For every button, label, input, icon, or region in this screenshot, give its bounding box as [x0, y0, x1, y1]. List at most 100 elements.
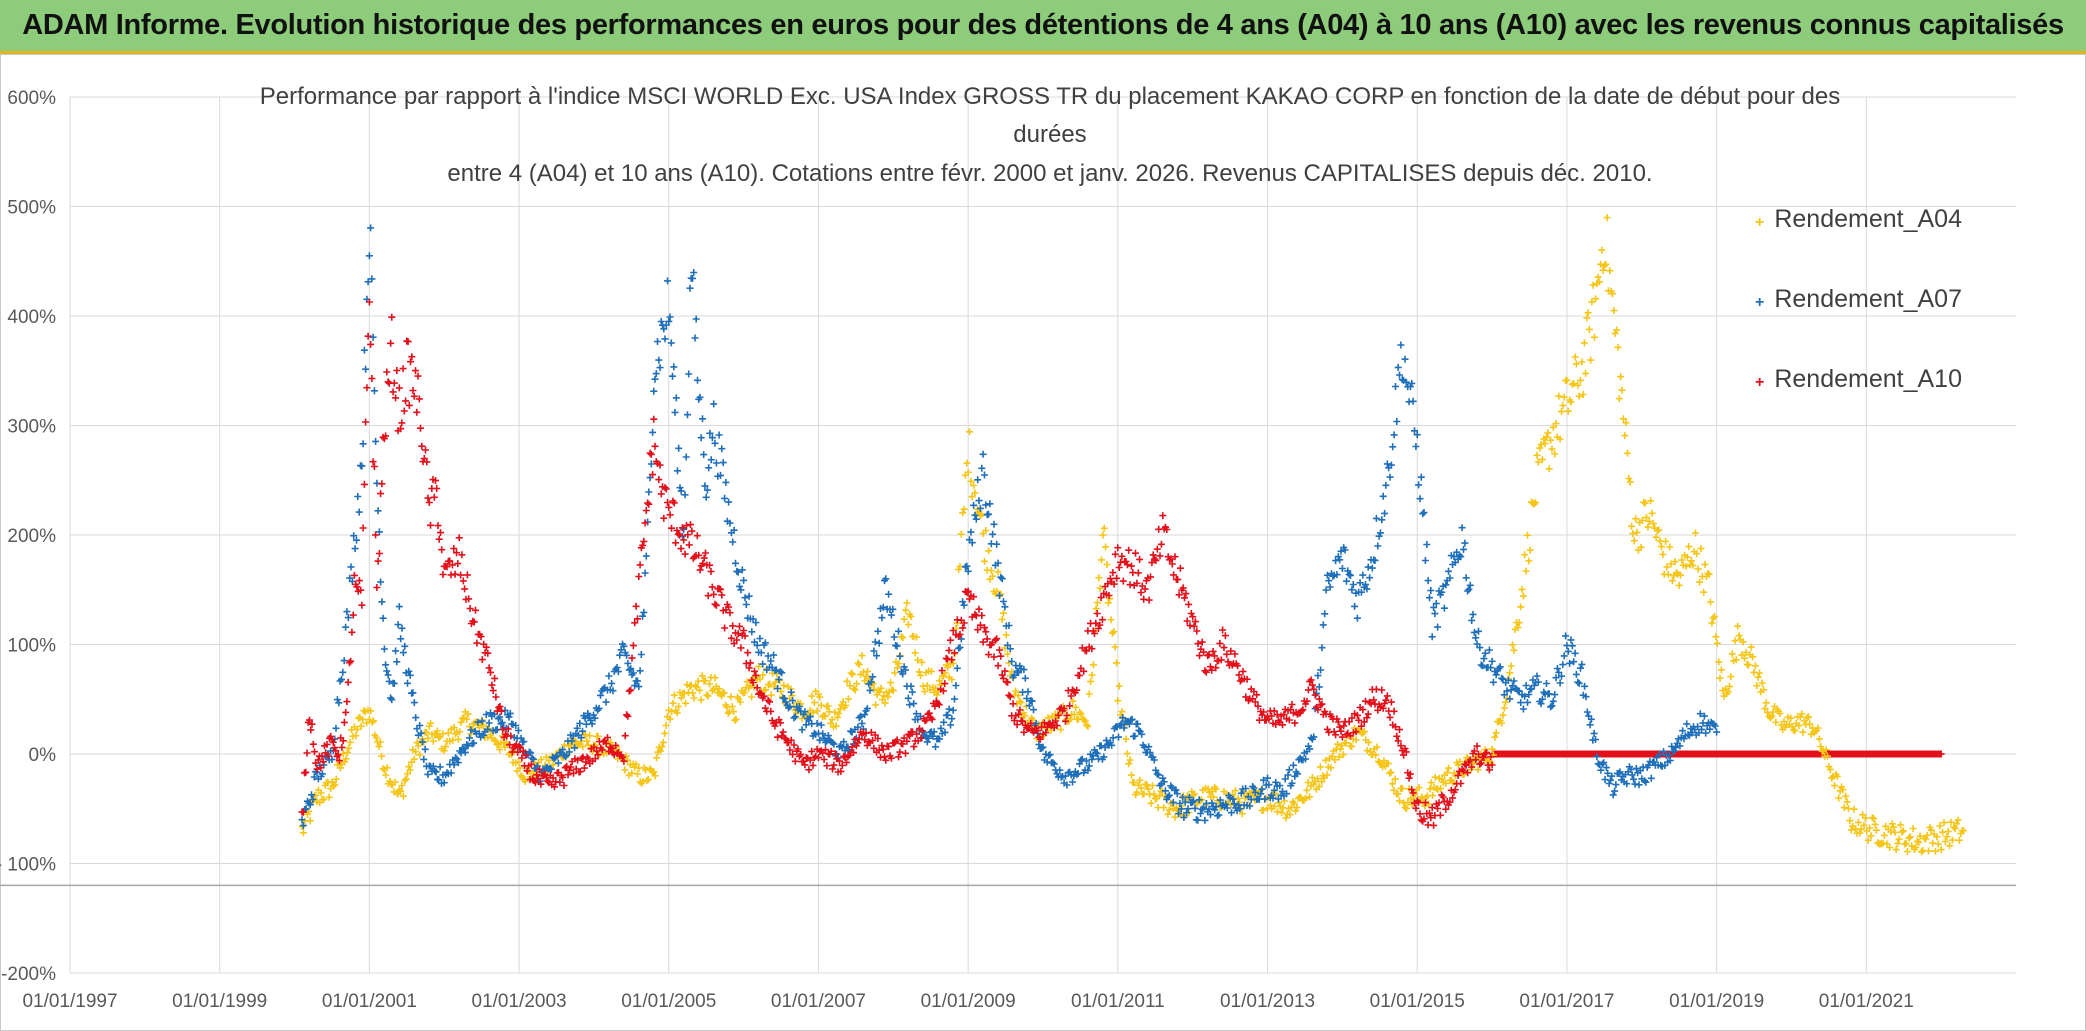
- point-rendement-a10: [985, 651, 993, 659]
- point-rendement-a07: [634, 677, 641, 685]
- point-rendement-a04: [1426, 785, 1434, 793]
- point-rendement-a07: [395, 603, 403, 611]
- point-rendement-a04: [854, 659, 862, 667]
- point-rendement-a07: [1428, 633, 1436, 641]
- point-rendement-a10: [704, 592, 712, 600]
- point-rendement-a04: [1524, 531, 1531, 539]
- point-rendement-a07: [1510, 677, 1518, 685]
- point-rendement-a10: [1054, 711, 1062, 719]
- point-rendement-a04: [1866, 824, 1874, 832]
- point-rendement-a07: [1348, 586, 1356, 594]
- point-rendement-a04: [1533, 451, 1541, 459]
- point-rendement-a07: [902, 666, 909, 674]
- point-rendement-a10: [1352, 728, 1360, 736]
- point-rendement-a10: [344, 678, 352, 686]
- point-rendement-a10: [323, 740, 331, 748]
- point-rendement-a04: [298, 823, 306, 830]
- point-rendement-a07: [660, 325, 668, 333]
- point-rendement-a04: [1445, 764, 1453, 772]
- point-rendement-a10: [779, 728, 787, 736]
- point-rendement-a04: [582, 731, 589, 739]
- point-rendement-a04: [423, 728, 430, 736]
- point-rendement-a07: [378, 598, 386, 606]
- point-rendement-a04: [1534, 458, 1542, 466]
- point-rendement-a04: [666, 715, 674, 723]
- point-rendement-a07: [649, 428, 657, 436]
- point-rendement-a07: [1359, 571, 1367, 579]
- point-rendement-a07: [1050, 760, 1058, 768]
- point-rendement-a10: [1221, 632, 1229, 640]
- point-rendement-a10: [527, 760, 535, 768]
- point-rendement-a04: [1454, 761, 1462, 769]
- point-rendement-a10: [1451, 786, 1459, 794]
- point-rendement-a10: [518, 754, 526, 762]
- point-rendement-a10: [1036, 735, 1044, 743]
- point-rendement-a04: [1633, 528, 1641, 536]
- point-rendement-a10: [1485, 766, 1493, 774]
- point-rendement-a10: [1343, 731, 1350, 739]
- point-rendement-a04: [832, 722, 840, 730]
- point-rendement-a07: [738, 566, 746, 574]
- point-rendement-a10: [560, 782, 568, 789]
- point-rendement-a04: [701, 677, 709, 685]
- point-rendement-a10: [368, 375, 376, 382]
- point-rendement-a07: [1477, 661, 1485, 669]
- point-rendement-a07: [1401, 355, 1409, 363]
- point-rendement-a10: [695, 551, 703, 559]
- point-rendement-a10: [1243, 675, 1251, 683]
- point-rendement-a10: [1359, 706, 1367, 714]
- point-rendement-a07: [1455, 551, 1463, 559]
- point-rendement-a10: [598, 746, 606, 754]
- point-rendement-a04: [1373, 743, 1381, 751]
- point-rendement-a07: [819, 730, 827, 738]
- point-rendement-a04: [1583, 314, 1591, 322]
- point-rendement-a04: [1923, 831, 1931, 839]
- point-rendement-a04: [317, 789, 325, 797]
- chart-title-line-3: entre 4 (A04) et 10 ans (A10). Cotations…: [447, 160, 1653, 187]
- point-rendement-a07: [1338, 565, 1346, 572]
- point-rendement-a07: [1349, 581, 1357, 588]
- point-rendement-a07: [1160, 778, 1168, 786]
- point-rendement-a04: [1842, 792, 1850, 800]
- point-rendement-a04: [1115, 682, 1123, 690]
- point-rendement-a07: [878, 614, 886, 622]
- point-rendement-a10: [991, 636, 999, 644]
- point-rendement-a07: [923, 738, 931, 746]
- point-rendement-a07: [703, 486, 711, 494]
- point-rendement-a07: [874, 627, 882, 635]
- point-rendement-a04: [397, 787, 405, 795]
- point-rendement-a10: [861, 736, 869, 744]
- point-rendement-a04: [1069, 697, 1077, 705]
- point-rendement-a07: [782, 698, 790, 706]
- point-rendement-a10: [578, 755, 586, 762]
- point-rendement-a10: [869, 736, 877, 744]
- point-rendement-a07: [680, 525, 688, 533]
- point-rendement-a07: [816, 736, 824, 744]
- point-rendement-a07: [718, 445, 726, 453]
- point-rendement-a04: [1683, 553, 1691, 561]
- point-rendement-a07: [1432, 600, 1440, 607]
- point-rendement-a07: [1472, 634, 1480, 642]
- point-rendement-a10: [482, 643, 490, 651]
- point-rendement-a04: [1498, 719, 1506, 727]
- point-rendement-a07: [1427, 587, 1435, 594]
- point-rendement-a07: [1201, 816, 1209, 824]
- point-rendement-a10: [623, 711, 631, 719]
- point-rendement-a07: [729, 538, 737, 546]
- point-rendement-a07: [932, 743, 939, 751]
- point-rendement-a10: [537, 780, 545, 788]
- point-rendement-a07: [1353, 614, 1361, 622]
- point-rendement-a04: [1599, 266, 1607, 274]
- point-rendement-a07: [480, 731, 487, 739]
- point-rendement-a04: [1652, 533, 1660, 541]
- point-rendement-a10: [993, 635, 1001, 643]
- point-rendement-a07: [1363, 585, 1371, 593]
- point-rendement-a04: [1125, 760, 1133, 768]
- point-rendement-a07: [978, 464, 986, 472]
- point-rendement-a10: [418, 442, 426, 450]
- point-rendement-a07: [655, 356, 663, 364]
- point-rendement-a04: [299, 829, 307, 837]
- point-rendement-a10: [746, 659, 754, 667]
- point-rendement-a07: [1702, 729, 1710, 737]
- point-rendement-a07: [624, 659, 632, 667]
